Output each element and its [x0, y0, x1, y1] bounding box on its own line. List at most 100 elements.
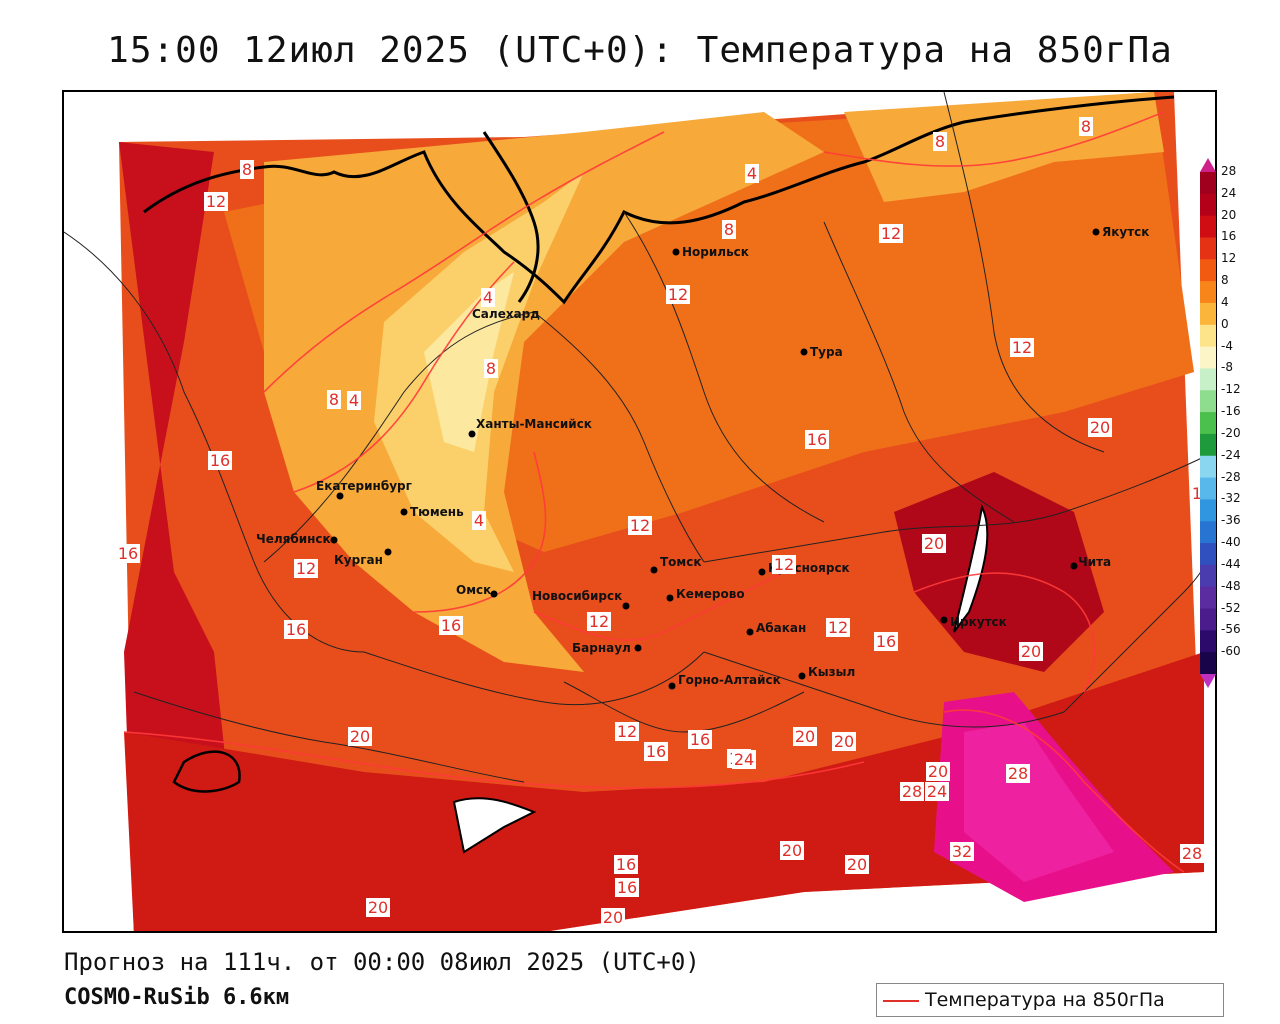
isotherm-label: 20: [832, 732, 856, 751]
colorbar-swatch: [1200, 281, 1216, 304]
svg-text:16: 16: [690, 730, 710, 749]
model-name: COSMO-RuSib 6.6км: [64, 985, 290, 1010]
svg-text:Кызыл: Кызыл: [808, 665, 855, 679]
isotherm-label: 12: [204, 192, 228, 211]
legend-label: Температура на 850гПа: [925, 989, 1165, 1011]
isotherm-label: 20: [366, 898, 390, 917]
svg-text:4: 4: [349, 391, 359, 410]
city-chita[interactable]: Чита: [1070, 555, 1112, 570]
isotherm-label: 20: [1019, 642, 1043, 661]
isotherm-label: 16: [439, 616, 463, 635]
svg-text:12: 12: [668, 285, 688, 304]
isotherm-label: 16: [284, 620, 308, 639]
svg-text:8: 8: [724, 220, 734, 239]
isotherm-label: 20: [926, 762, 950, 781]
colorbar-swatch: [1200, 412, 1216, 435]
isotherm-label-layer: 8128481212848121648162012412121216201216…: [116, 117, 1214, 927]
isotherm-label: 12: [1010, 338, 1034, 357]
colorbar-tick-label: -28: [1221, 469, 1241, 484]
svg-text:20: 20: [368, 898, 388, 917]
isotherm-label: 16: [874, 632, 898, 651]
svg-text:Норильск: Норильск: [682, 245, 749, 259]
city-tomsk[interactable]: Томск: [650, 555, 702, 574]
svg-text:12: 12: [206, 192, 226, 211]
city-kurgan[interactable]: Курган: [334, 548, 392, 568]
svg-text:20: 20: [1021, 642, 1041, 661]
isotherm-label: 16: [805, 430, 829, 449]
colorbar-swatch: [1200, 215, 1216, 238]
colorbar-tick-label: -8: [1221, 360, 1233, 375]
svg-text:Горно-Алтайск: Горно-Алтайск: [678, 673, 781, 687]
colorbar-tick-label: -60: [1221, 644, 1241, 659]
svg-text:Тюмень: Тюмень: [410, 505, 464, 519]
svg-text:Салехард: Салехард: [472, 307, 540, 321]
svg-text:Иркутск: Иркутск: [950, 615, 1007, 629]
svg-text:Омск: Омск: [456, 583, 491, 597]
map-canvas: Норильск Якутск Салехард Тура Ханты-Манс…: [64, 92, 1215, 931]
isotherm-label: 4: [745, 164, 759, 183]
isotherm-label: 4: [481, 288, 495, 307]
colorbar-tick-label: 24: [1221, 185, 1237, 200]
city-gorno-altaysk[interactable]: Горно-Алтайск: [668, 673, 781, 690]
city-yakutsk[interactable]: Якутск: [1092, 225, 1150, 239]
isotherm-label: 8: [933, 132, 947, 151]
svg-text:12: 12: [774, 555, 794, 574]
isotherm-label: 12: [294, 559, 318, 578]
city-kemerovo[interactable]: Кемерово: [666, 587, 745, 602]
colorbar-swatch: [1200, 172, 1216, 195]
city-tyumen[interactable]: Тюмень: [400, 505, 465, 519]
svg-text:Кемерово: Кемерово: [676, 587, 745, 601]
colorbar-tick-label: -52: [1221, 600, 1241, 615]
svg-text:16: 16: [118, 544, 138, 563]
city-norilsk[interactable]: Норильск: [672, 245, 749, 259]
svg-text:16: 16: [617, 878, 637, 897]
colorbar-swatch: [1200, 324, 1216, 348]
colorbar-swatch: [1200, 499, 1216, 522]
isotherm-label: 20: [922, 534, 946, 553]
colorbar-tick-label: -12: [1221, 382, 1241, 397]
colorbar-tick-label: 8: [1221, 273, 1229, 288]
isotherm-label: 20: [601, 908, 625, 927]
colorbar-swatch: [1200, 259, 1216, 282]
svg-text:4: 4: [474, 511, 484, 530]
city-chelyabinsk[interactable]: Челябинск: [256, 532, 338, 546]
colorbar-tick-label: 20: [1221, 207, 1237, 222]
isotherm-label: 16: [116, 544, 140, 563]
colorbar-tick-label: -48: [1221, 578, 1241, 593]
colorbar-tick-label: 28: [1221, 164, 1237, 178]
city-yekaterinburg[interactable]: Екатеринбург: [316, 479, 412, 500]
svg-text:28: 28: [1182, 844, 1202, 863]
colorbar-swatch: [1200, 564, 1216, 588]
colorbar-tick-label: -32: [1221, 491, 1241, 506]
city-novosibirsk[interactable]: Новосибирск: [532, 589, 630, 610]
colorbar-swatch: [1200, 455, 1216, 479]
svg-text:Курган: Курган: [334, 553, 383, 567]
colorbar-tick-label: -4: [1221, 338, 1233, 353]
city-khanty-mansiysk[interactable]: Ханты-Мансийск: [468, 417, 592, 438]
colorbar-bottom-arrow: [1200, 674, 1216, 688]
forecast-info: Прогноз на 111ч. от 00:00 08июл 2025 (UT…: [64, 948, 700, 976]
city-omsk[interactable]: Омск: [456, 583, 498, 598]
city-barnaul[interactable]: Барнаул: [572, 641, 642, 655]
colorbar-swatch: [1200, 652, 1216, 675]
isotherm-label: 8: [722, 220, 736, 239]
svg-text:28: 28: [1008, 764, 1028, 783]
city-layer: Норильск Якутск Салехард Тура Ханты-Манс…: [256, 225, 1149, 690]
colorbar-swatch: [1200, 193, 1216, 217]
isotherm-label: 12: [587, 612, 611, 631]
svg-text:Тура: Тура: [810, 345, 843, 359]
svg-text:28: 28: [902, 782, 922, 801]
isotherm-label: 20: [348, 727, 372, 746]
city-kyzyl[interactable]: Кызыл: [798, 665, 856, 680]
temperature-map: Норильск Якутск Салехард Тура Ханты-Манс…: [62, 90, 1217, 933]
colorbar-swatch: [1200, 346, 1216, 369]
city-abakan[interactable]: Абакан: [746, 621, 807, 636]
colorbar-swatch: [1200, 433, 1216, 457]
svg-text:24: 24: [734, 750, 754, 769]
map-legend: Температура на 850гПа: [876, 983, 1224, 1017]
isotherm-label: 12: [615, 722, 639, 741]
city-irkutsk[interactable]: Иркутск: [940, 615, 1007, 629]
svg-text:24: 24: [927, 782, 947, 801]
isotherm-label: 28: [1180, 844, 1204, 863]
city-tura[interactable]: Тура: [800, 345, 843, 359]
